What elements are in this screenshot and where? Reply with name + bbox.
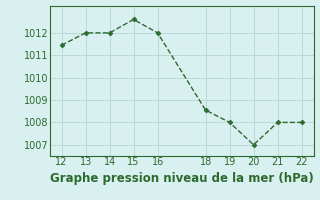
X-axis label: Graphe pression niveau de la mer (hPa): Graphe pression niveau de la mer (hPa) [50, 172, 314, 185]
